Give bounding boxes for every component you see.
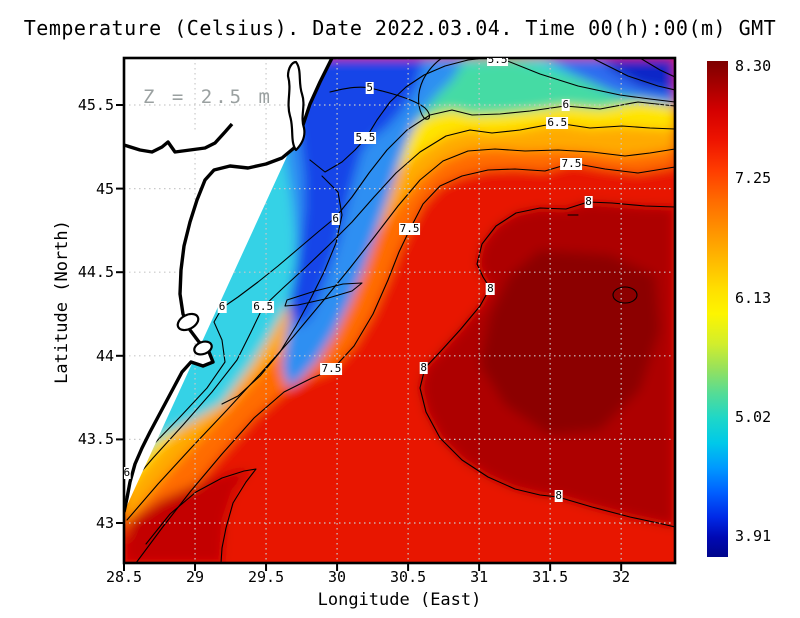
x-tick-label: 32: [612, 568, 631, 586]
contour-label: 7.5: [560, 156, 583, 170]
x-tick-label: 30: [328, 568, 347, 586]
contour-label: 6.5: [252, 300, 275, 314]
plot-frame: [122, 56, 677, 565]
contour-label-layer: 5.5 5 5.5 6 6.5 7.5 8 6 7.5 8 6.5 6 7.5 8 6 8: [124, 58, 675, 563]
y-tick-label: 43: [95, 514, 114, 532]
contour-lines: [124, 58, 675, 563]
colorbar-label: 8.30: [735, 57, 772, 75]
colorbar-label: 3.91: [735, 527, 772, 545]
depth-annotation: Z = 2.5 m: [143, 86, 273, 108]
land-fill: [124, 58, 332, 512]
y-tick-label: 44.5: [77, 263, 114, 282]
temperature-field: [124, 58, 675, 563]
liman-lagoon: [286, 60, 306, 152]
contour-label: 7.5: [320, 362, 343, 376]
x-tick-label: 28.5: [105, 568, 143, 586]
x-tick-label: 29: [185, 568, 205, 586]
contour-label: 5: [365, 81, 375, 95]
contour-label: 7.5: [398, 221, 421, 235]
x-tick-label: 31.5: [532, 568, 569, 586]
contour-label: 6: [217, 300, 227, 314]
contour-label: 5.5: [486, 58, 509, 66]
y-tick-label: 45.5: [77, 96, 114, 114]
x-tick-label: 30.5: [390, 568, 427, 586]
coastline: [124, 58, 334, 513]
y-tick-label: 45: [95, 179, 114, 198]
contour-label: 8: [419, 360, 429, 374]
y-tick-label: 43.5: [77, 430, 114, 449]
x-tick-label: 29.5: [247, 568, 285, 586]
x-tick-label: 31: [470, 568, 489, 586]
lagoon-2: [193, 340, 213, 356]
contour-label: 8: [584, 194, 593, 208]
page-title: Temperature (Celsius). Date 2022.03.04. …: [23, 16, 777, 40]
colorbar-label: 7.25: [735, 169, 772, 188]
contour-label: 6: [124, 465, 132, 479]
contour-label: 5.5: [354, 131, 377, 145]
contour-label: 6: [331, 211, 340, 225]
x-axis-label: Longitude (East): [317, 590, 482, 610]
colorbar: [707, 61, 728, 557]
contour-label: 6: [561, 98, 571, 111]
contour-label: 8: [486, 281, 495, 295]
axis-ticks: [116, 104, 623, 571]
map-canvas: [116, 56, 677, 571]
colorbar-label: 5.02: [735, 408, 772, 427]
gridlines: [124, 58, 675, 563]
contour-label: 6.5: [546, 116, 569, 130]
lagoon-1: [176, 312, 200, 332]
colorbar-label: 6.13: [735, 289, 772, 308]
y-tick-label: 44: [95, 346, 114, 365]
contour-label: 8: [554, 489, 563, 503]
